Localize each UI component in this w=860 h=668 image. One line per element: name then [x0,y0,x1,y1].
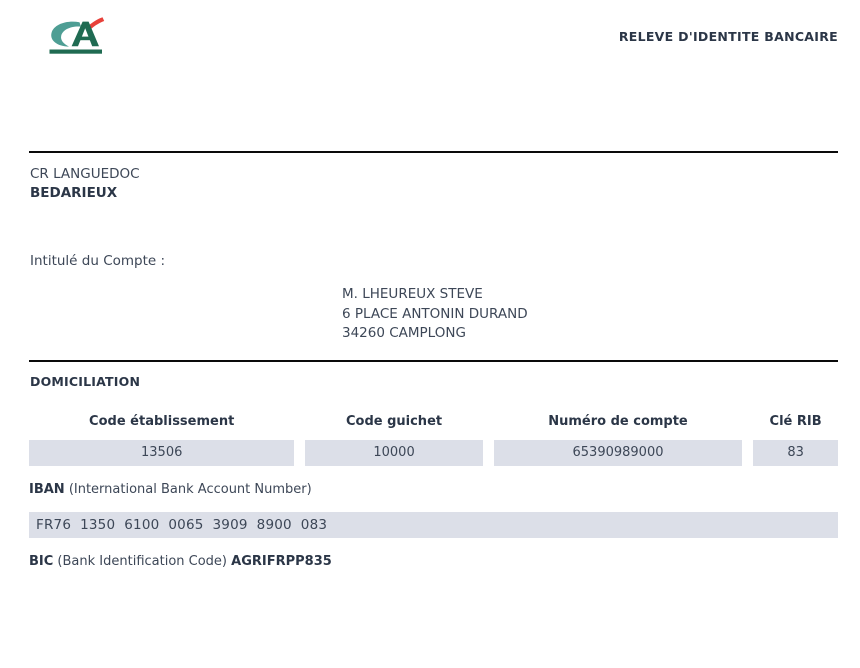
column-spacer [483,440,494,466]
iban-label: IBAN (International Bank Account Number) [29,482,312,497]
logo-baseline-bar [49,49,102,54]
account-holder-address: M. LHEUREUX STEVE 6 PLACE ANTONIN DURAND… [342,285,528,344]
holder-line-street: 6 PLACE ANTONIN DURAND [342,305,528,322]
bank-name: CR LANGUEDOC [30,166,140,182]
divider-middle [29,360,838,362]
domiciliation-table: Code établissement Code guichet Numéro d… [29,412,839,466]
iban-value: FR76 1350 6100 0065 3909 8900 083 [36,517,328,533]
cell-code-etablissement: 13506 [29,440,295,466]
account-title-label: Intitulé du Compte : [30,253,166,269]
holder-line-name: M. LHEUREUX STEVE [342,286,483,302]
document-header: RELEVE D'IDENTITE BANCAIRE [0,0,860,150]
column-header-code-guichet: Code guichet [345,414,443,429]
domiciliation-section-label: DOMICILIATION [30,374,141,389]
bic-line: BIC (Bank Identification Code) AGRIFRPP8… [29,554,332,569]
column-spacer [294,440,305,466]
logo-a-crossbar [77,36,93,41]
column-spacer [742,440,753,466]
bic-label-rest: (Bank Identification Code) [53,554,232,569]
cell-code-guichet: 10000 [305,440,483,466]
bic-label-bold: BIC [29,554,54,569]
column-spacer [483,412,494,438]
column-header-numero-de-compte: Numéro de compte [548,414,688,429]
credit-agricole-logo [44,14,110,59]
column-spacer [294,412,305,438]
page-title: RELEVE D'IDENTITE BANCAIRE [618,29,838,44]
table-value-row: 13506 10000 65390989000 83 [29,440,839,466]
bic-code: AGRIFRPP835 [231,554,332,569]
iban-label-rest: (International Bank Account Number) [64,482,312,497]
logo-c-arc [51,21,81,47]
divider-top [29,151,838,153]
column-header-code-etablissement: Code établissement [89,414,235,429]
cell-numero-de-compte: 65390989000 [493,440,743,466]
iban-label-bold: IBAN [29,482,65,497]
table-header-row: Code établissement Code guichet Numéro d… [29,412,838,438]
branch-agency: BEDARIEUX [30,185,118,201]
branch-block: CR LANGUEDOC BEDARIEUX [30,165,140,203]
column-spacer [742,412,753,438]
logo-red-swoosh [88,17,105,30]
column-header-cle-rib: Clé RIB [769,414,822,429]
iban-highlight-band [29,512,838,538]
holder-line-city: 34260 CAMPLONG [342,325,466,341]
cell-cle-rib: 83 [753,440,839,466]
